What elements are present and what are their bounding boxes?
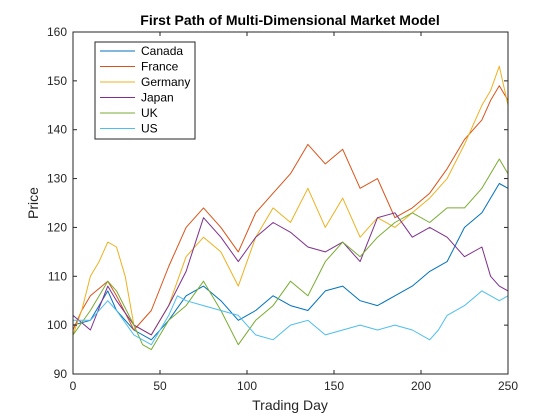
legend-label-france: France — [141, 60, 179, 74]
legend-box — [94, 41, 196, 140]
y-tick-label: 100 — [47, 318, 67, 332]
series-line-uk — [72, 158, 509, 351]
y-tick-label: 130 — [47, 172, 67, 186]
legend-label-germany: Germany — [141, 75, 190, 89]
series-line-us — [73, 290, 509, 346]
y-tick-label: 90 — [54, 367, 68, 381]
y-axis-label: Price — [25, 187, 41, 219]
legend-label-canada: Canada — [141, 44, 183, 58]
series-line-canada — [72, 183, 509, 341]
y-tick-label: 150 — [47, 74, 67, 88]
x-tick-label: 0 — [70, 379, 77, 393]
chart-title: First Path of Multi-Dimensional Market M… — [140, 12, 439, 28]
y-tick-label: 110 — [48, 269, 67, 283]
legend-label-uk: UK — [141, 106, 158, 120]
series-layer — [72, 65, 509, 351]
legend-label-us: US — [141, 122, 158, 136]
y-tick-label: 120 — [47, 220, 67, 234]
x-tick-label: 250 — [498, 379, 518, 393]
series-line-france — [72, 85, 509, 331]
x-tick-label: 200 — [411, 379, 431, 393]
series-line-japan — [72, 212, 509, 336]
legend-label-japan: Japan — [141, 91, 174, 105]
y-tick-label: 140 — [47, 123, 67, 137]
plot-area-frame — [72, 31, 509, 375]
x-tick-label: 100 — [237, 379, 257, 393]
x-tick-label: 50 — [153, 379, 167, 393]
series-line-germany — [72, 65, 509, 336]
x-tick-label: 150 — [324, 379, 344, 393]
x-axis-label: Trading Day — [252, 397, 328, 413]
ticks-layer: 0 50 100 150 200 250 90 100 110 120 130 140 150 160 — [47, 25, 518, 393]
y-tick-label: 160 — [47, 25, 67, 39]
